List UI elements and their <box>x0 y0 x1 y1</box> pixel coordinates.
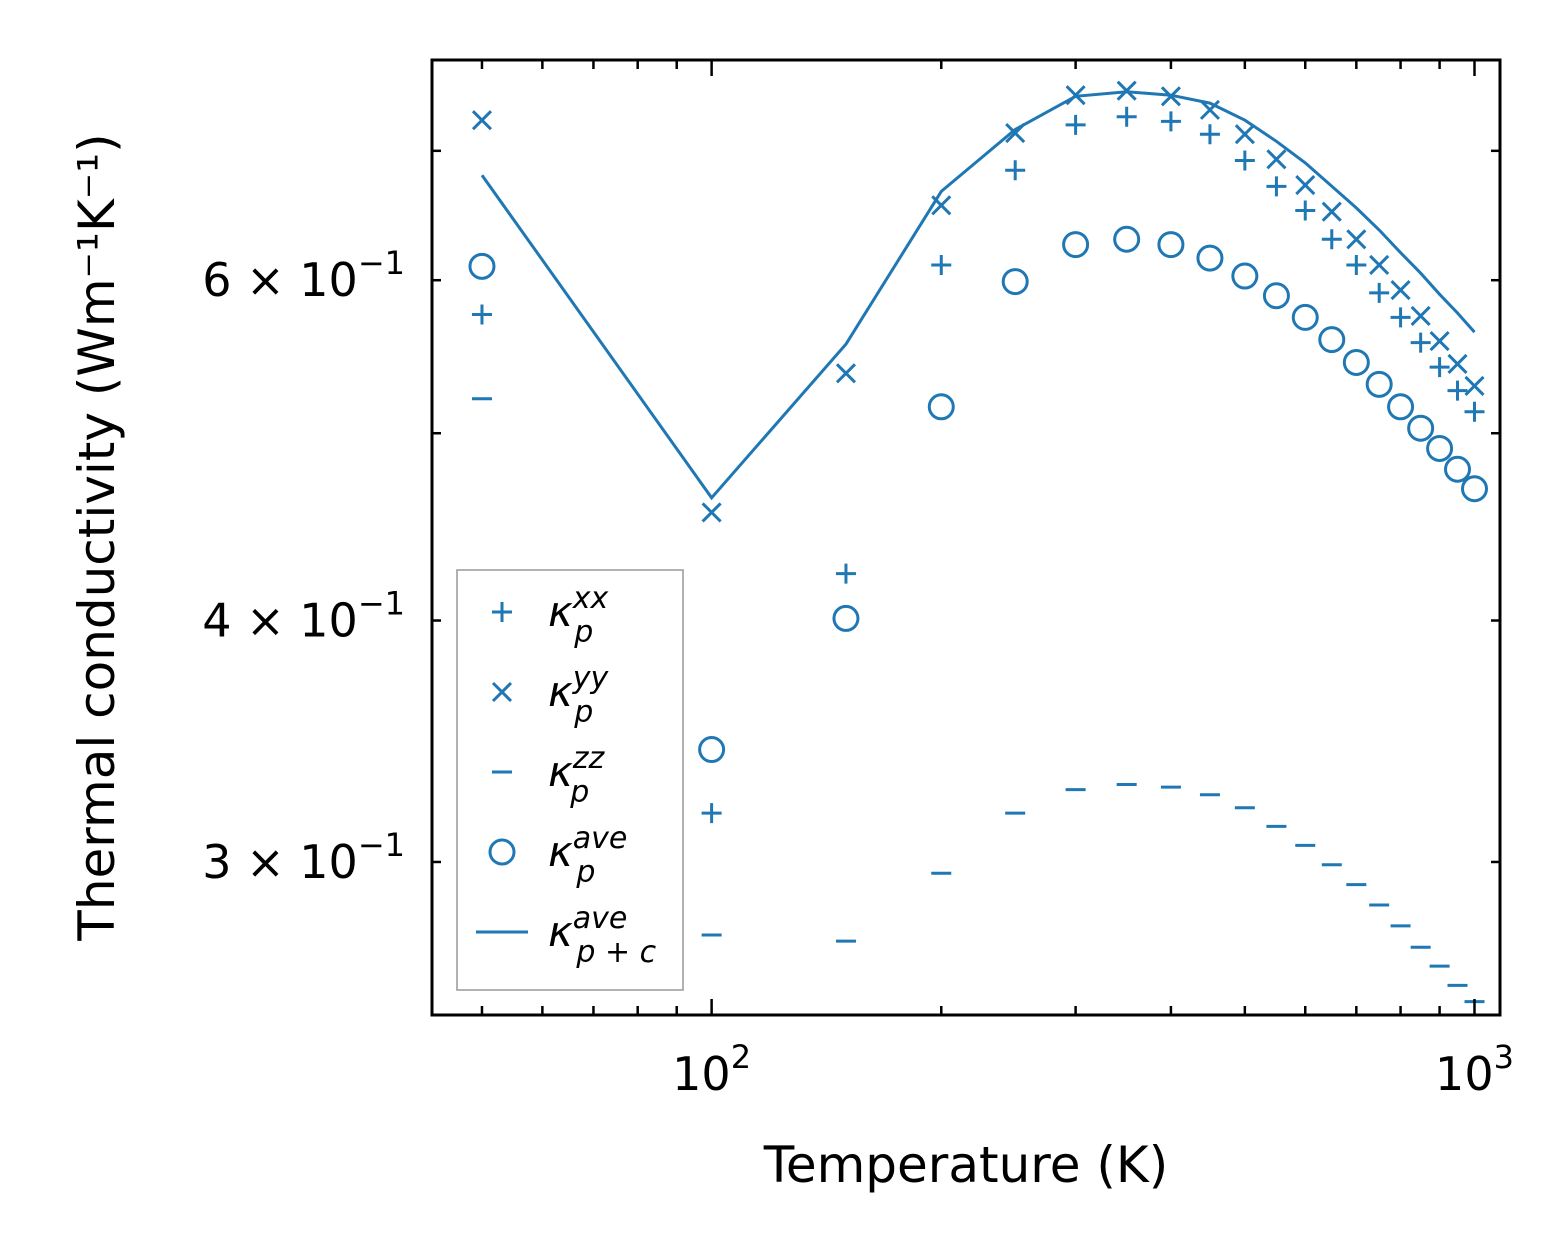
data-point-kxx <box>1447 380 1468 401</box>
data-point-kave <box>1262 282 1290 310</box>
data-point-kxx <box>931 254 952 275</box>
data-point-kave <box>1157 231 1185 259</box>
data-point-kave <box>468 252 496 280</box>
data-point-kyy <box>1234 124 1255 145</box>
data-point-kxx <box>1369 282 1390 303</box>
data-point-kxx <box>471 304 492 325</box>
data-point-kxx <box>1160 111 1181 132</box>
data-point-kxx <box>1390 307 1411 328</box>
data-point-kave <box>1365 370 1393 398</box>
data-point-kave <box>832 604 860 632</box>
data-point-kave <box>1062 231 1090 259</box>
y-tick-label: 4 × 10−1 <box>202 585 405 648</box>
data-point-kave <box>1318 326 1346 354</box>
y-tick-label: 3 × 10−1 <box>202 826 405 889</box>
data-point-kave <box>1444 455 1472 483</box>
data-point-kave <box>1196 244 1224 272</box>
data-point-kxx <box>835 563 856 584</box>
x-tick-label: 102 <box>672 1038 751 1101</box>
data-point-kave <box>1231 262 1259 290</box>
data-point-kxx <box>1266 176 1287 197</box>
legend-label-kave: κave p <box>548 821 627 890</box>
data-point-kxx <box>1410 332 1431 353</box>
data-point-kave <box>927 393 955 421</box>
data-point-kxx <box>1295 200 1316 221</box>
data-point-kyy <box>701 502 722 523</box>
data-point-kyy <box>1346 229 1367 250</box>
data-point-kxx <box>1346 254 1367 275</box>
data-point-kyy <box>1447 353 1468 375</box>
data-point-kave <box>1113 225 1141 253</box>
x-axis-label: Temperature (K) <box>763 1136 1168 1194</box>
data-point-kave <box>1342 348 1370 376</box>
data-point-kave <box>1407 414 1435 442</box>
legend: κxx p κyy p κzz p κave p κave p + c <box>456 569 684 991</box>
data-point-kyy <box>1390 279 1411 301</box>
data-point-kxx <box>1321 229 1342 250</box>
legend-label-kyy: κyy p <box>548 661 610 730</box>
data-point-kxx <box>701 803 722 824</box>
legend-box <box>456 569 684 991</box>
legend-label-kzz: κzz p <box>548 741 606 810</box>
data-point-kyy <box>1295 175 1316 196</box>
data-point-kyy <box>1321 201 1342 222</box>
data-point-kave <box>1001 268 1029 296</box>
data-point-kxx <box>1464 401 1485 422</box>
data-point-kyy <box>1429 331 1450 352</box>
data-point-kyy <box>471 110 493 131</box>
data-point-kave <box>698 736 726 764</box>
data-point-kave <box>1387 393 1415 421</box>
data-point-kyy <box>1369 254 1390 276</box>
plot-frame <box>430 58 1502 1017</box>
legend-label-kxx: κxx p <box>548 581 609 650</box>
data-point-kyy <box>1266 149 1287 170</box>
data-point-kave <box>1461 475 1489 503</box>
y-tick-label: 6 × 10−1 <box>202 244 405 307</box>
legend-marker-kyy <box>491 681 513 703</box>
axis-ticks <box>432 60 1500 1015</box>
data-point-kyy <box>1464 375 1485 396</box>
data-point-kave <box>1426 434 1454 462</box>
data-point-kxx <box>1005 160 1026 181</box>
data-point-kxx <box>1429 357 1450 378</box>
data-point-kxx <box>1116 106 1137 127</box>
data-point-kxx <box>1234 150 1255 171</box>
data-point-kyy <box>1410 305 1431 326</box>
legend-marker-kxx <box>492 602 512 622</box>
x-tick-label: 103 <box>1435 1038 1514 1101</box>
series-line-kave_pc <box>480 90 1476 501</box>
data-point-kxx <box>1199 124 1220 145</box>
data-point-kyy <box>835 363 857 384</box>
tick-labels: 102 103 3 × 10−1 4 × 10−1 6 × 10−1 <box>202 244 1514 1101</box>
plot-marks <box>468 80 1489 1004</box>
y-axis-label: Thermal conductivity (Wm⁻¹K⁻¹) <box>68 133 126 941</box>
data-point-kxx <box>1065 114 1086 135</box>
legend-label-kave_pc: κave p + c <box>548 901 657 970</box>
data-point-kave <box>1291 303 1319 331</box>
legend-marker-kave <box>488 838 516 866</box>
data-point-kyy <box>1199 99 1221 120</box>
